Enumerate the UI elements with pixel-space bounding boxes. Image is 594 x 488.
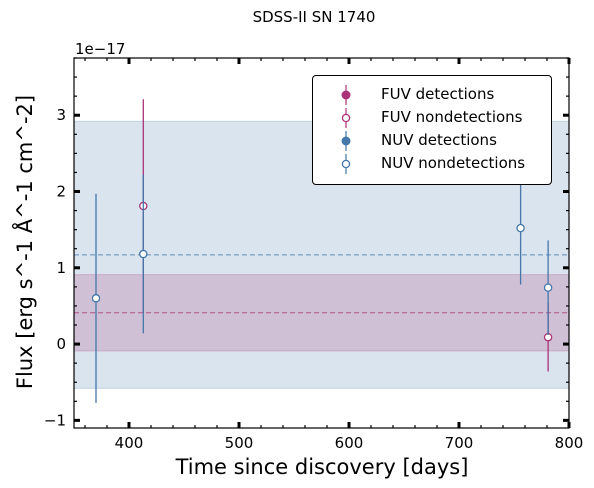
legend-item-fuv-nondetections: FUV nondetections	[313, 107, 551, 129]
legend: FUV detections FUV nondetections NUV det…	[312, 75, 552, 185]
chart-title: SDSS-II SN 1740	[253, 8, 376, 26]
legend-label: NUV detections	[381, 131, 497, 149]
x-tick-label: 600	[335, 434, 364, 452]
legend-label: FUV detections	[381, 85, 495, 103]
y-tick-label: −1	[44, 411, 66, 429]
x-tick-label: 500	[225, 434, 254, 452]
y-tick-label: 3	[56, 106, 66, 124]
axis-ticks: 400 500 600 700 800 −1 0 1 2 3	[44, 57, 584, 452]
y-offset-label: 1e−17	[75, 40, 125, 58]
x-axis-label: Time since discovery [days]	[175, 455, 469, 479]
nuv-nondetections-point	[91, 294, 101, 303]
legend-item-nuv-detections: NUV detections	[313, 130, 551, 152]
legend-item-fuv-detections: FUV detections	[313, 84, 551, 106]
fuv-detection-marker-icon	[341, 85, 351, 105]
nuv-nondetections-point	[139, 249, 148, 259]
x-tick-label: 800	[555, 434, 584, 452]
nuv-nondetection-marker-icon	[341, 154, 351, 174]
x-tick-label: 700	[445, 434, 474, 452]
legend-label: NUV nondetections	[381, 154, 526, 172]
y-tick-label: 0	[56, 335, 66, 353]
y-axis-label: Flux [erg s^-1 Å^-1 cm^-2]	[11, 95, 37, 389]
nuv-nondetections-point	[516, 223, 525, 233]
legend-label: FUV nondetections	[381, 108, 523, 126]
data-points	[91, 99, 553, 403]
plot-frame	[73, 57, 570, 429]
nuv-detection-marker-icon	[341, 131, 351, 151]
y-tick-label: 1	[56, 259, 66, 277]
x-tick-label: 400	[115, 434, 144, 452]
legend-item-nuv-nondetections: NUV nondetections	[313, 153, 551, 175]
y-tick-label: 2	[56, 183, 66, 201]
fuv-nondetection-marker-icon	[341, 108, 351, 128]
nuv-nondetections-point	[543, 283, 553, 292]
